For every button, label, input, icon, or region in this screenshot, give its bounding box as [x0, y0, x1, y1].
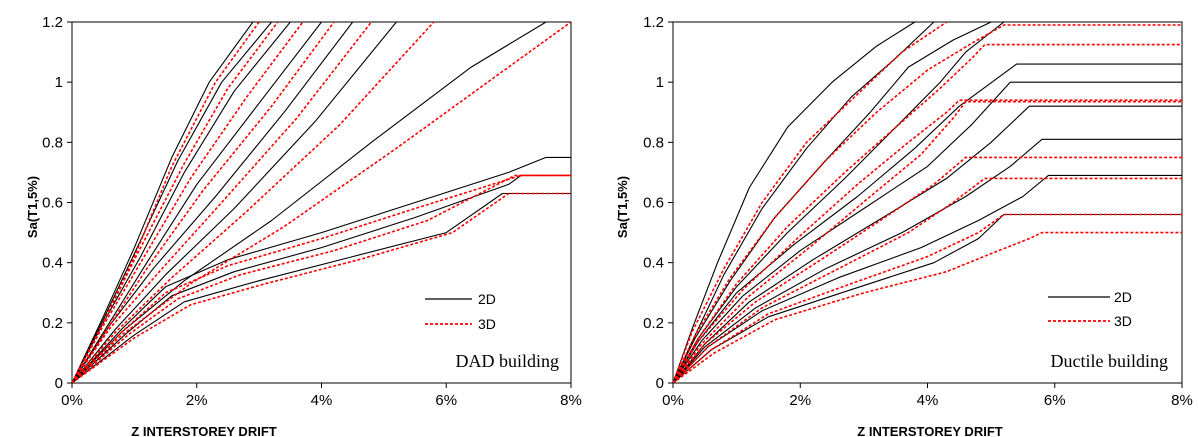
y-tick-label: 1	[55, 74, 63, 91]
chart-dad-legend: 2D 3D	[425, 291, 496, 332]
chart-dad-annotation: DAD building	[456, 351, 560, 371]
series-line-2d	[673, 105, 1182, 383]
y-tick-label: 0.2	[42, 315, 63, 332]
chart-dad-plot	[72, 22, 571, 383]
chart-dad-xlabel: Z INTERSTOREY DRIFT	[131, 424, 276, 437]
series-line-2d	[673, 22, 935, 383]
y-tick-label: 0.8	[42, 134, 63, 151]
chart-dad-ylabel: Sa(T1,5%)	[25, 176, 40, 238]
series-line-2d	[72, 22, 397, 383]
series-line-3d	[673, 156, 1182, 383]
chart-ductile-grid-and-axes	[672, 21, 1183, 384]
series-line-3d	[673, 24, 1182, 383]
chart-ductile-plot	[673, 22, 1182, 383]
series-line-3d	[673, 213, 1182, 383]
series-line-3d	[72, 22, 304, 383]
chart-ductile-legend: 2D 3D	[1048, 289, 1132, 329]
series-line-2d	[673, 138, 1182, 383]
y-tick-label: 0.8	[643, 134, 664, 151]
y-tick-label: 0	[55, 375, 63, 392]
series-line-2d	[72, 192, 571, 383]
y-tick-label: 1.2	[42, 14, 63, 31]
x-tick-label: 0%	[61, 392, 83, 409]
chart-dad: 0 0.2 0.4 0.6 0.8 1 1.2 0% 2% 4% 6% 8% Z INTERSTORE…	[25, 14, 582, 437]
series-line-3d	[673, 99, 1182, 383]
x-tick-label: 8%	[1171, 392, 1193, 409]
legend-2d-label: 2D	[1114, 289, 1132, 305]
series-line-2d	[673, 174, 1182, 383]
y-tick-label: 1.2	[643, 14, 664, 31]
series-line-3d	[673, 100, 1182, 383]
series-line-3d	[72, 22, 335, 383]
series-line-3d	[673, 177, 1182, 383]
y-tick-label: 0.6	[42, 195, 63, 212]
x-tick-label: 8%	[560, 392, 582, 409]
plot-frame	[672, 21, 1183, 384]
series-line-2d	[72, 22, 354, 383]
x-tick-label: 0%	[662, 392, 684, 409]
y-tick-label: 0.2	[643, 315, 664, 332]
series-line-3d	[673, 22, 948, 383]
y-tick-label: 0.4	[42, 255, 63, 272]
series-line-2d	[72, 22, 322, 383]
x-tick-label: 2%	[789, 392, 811, 409]
series-line-3d	[673, 43, 1182, 383]
series-line-2d	[673, 22, 1005, 383]
chart-ductile-annotation: Ductile building	[1051, 351, 1168, 371]
y-tick-label: 0.4	[643, 255, 664, 272]
series-line-3d	[673, 231, 1182, 383]
legend-3d-label: 3D	[478, 316, 496, 332]
series-line-3d	[72, 174, 571, 383]
series-line-3d	[72, 22, 279, 383]
series-line-2d	[72, 156, 571, 383]
series-line-2d	[72, 22, 291, 383]
series-line-2d	[673, 22, 916, 383]
series-line-3d	[72, 22, 435, 383]
y-tick-label: 0	[656, 375, 664, 392]
y-tick-label: 1	[656, 74, 664, 91]
x-tick-label: 6%	[1044, 392, 1066, 409]
legend-2d-label: 2D	[478, 291, 496, 307]
series-line-2d	[72, 22, 273, 383]
series-line-2d	[72, 174, 571, 383]
chart-ductile: 0 0.2 0.4 0.6 0.8 1 1.2 0% 2% 4% 6% 8% Z INTERSTORE…	[615, 14, 1193, 437]
chart-ductile-ylabel: Sa(T1,5%)	[615, 176, 630, 238]
x-tick-label: 6%	[435, 392, 457, 409]
x-tick-label: 4%	[917, 392, 939, 409]
chart-dad-ticks: 0 0.2 0.4 0.6 0.8 1 1.2 0% 2% 4% 6% 8%	[42, 14, 582, 409]
series-line-2d	[673, 81, 1182, 383]
series-line-3d	[72, 22, 373, 383]
x-tick-label: 2%	[186, 392, 208, 409]
series-line-3d	[72, 192, 571, 383]
chart-ductile-ticks: 0 0.2 0.4 0.6 0.8 1 1.2 0% 2% 4% 6% 8%	[643, 14, 1193, 409]
series-line-2d	[72, 22, 254, 383]
y-tick-label: 0.6	[643, 195, 664, 212]
series-line-2d	[673, 63, 1182, 383]
x-tick-label: 4%	[311, 392, 333, 409]
legend-3d-label: 3D	[1114, 313, 1132, 329]
chart-ductile-xlabel: Z INTERSTOREY DRIFT	[857, 424, 1002, 437]
